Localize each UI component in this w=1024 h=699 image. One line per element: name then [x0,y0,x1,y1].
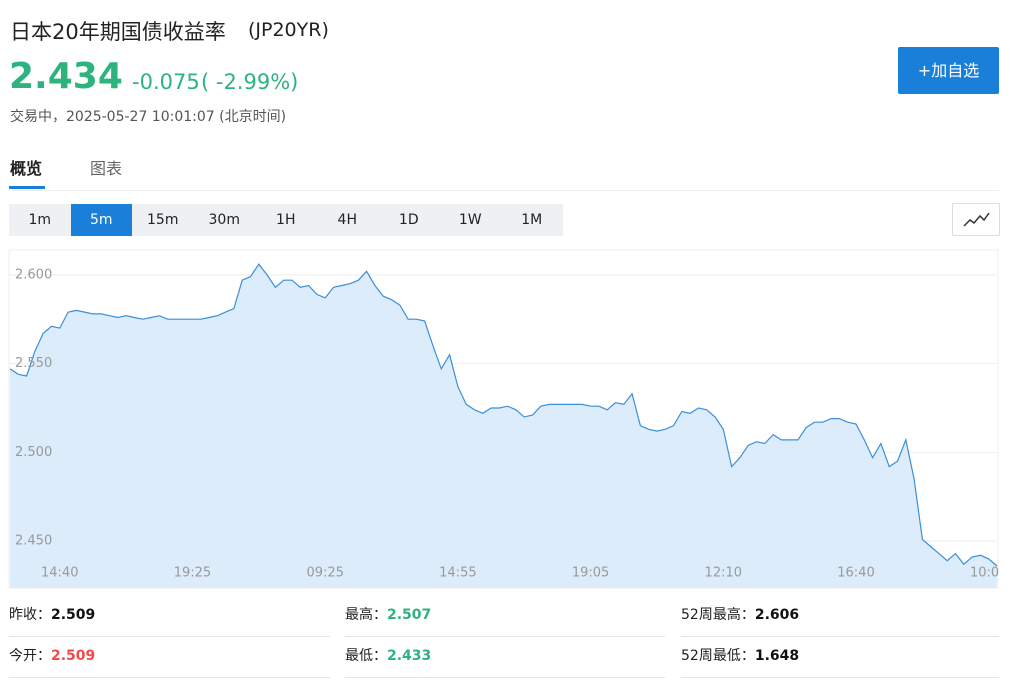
area [10,264,997,588]
stat-value: 1.648 [754,648,800,664]
stat-value: 2.606 [754,607,800,623]
stat-label: 昨收： [9,607,51,623]
y-tick-label: 2.600 [15,267,52,282]
stat-value: 2.507 [387,607,432,623]
stat-value: 2.433 [387,648,432,664]
title: 日本20年期国债收益率 [10,20,226,44]
stat-item: 最高：2.507 [345,596,665,637]
stat-item: 52周最高：2.606 [681,596,999,637]
change-pct: ( -2.99%) [201,70,299,94]
tab[interactable]: 概览 [10,159,43,178]
interval-button[interactable]: 1m [28,212,52,228]
add-watchlist-button[interactable]: +加自选 [898,47,999,94]
stat-label: 最高： [345,607,387,623]
interval-bar: 1m 5m 15m 30m 1H 4H 1D 1W 1M [9,204,563,236]
y-tick-label: 2.500 [15,445,52,460]
x-tick-label: 12:10 [705,566,742,581]
interval-button[interactable]: 15m [147,212,179,228]
y-tick-label: 2.550 [15,356,52,371]
interval-button[interactable]: 5m [70,204,132,236]
change: -0.075 [132,70,200,94]
x-tick-label: 10:00 [970,566,1000,581]
stat-value: 2.509 [51,607,96,623]
stat-value: 2.509 [51,648,96,664]
chart-icon [963,212,990,227]
divider [9,190,999,191]
x-tick-label: 09:25 [306,566,343,581]
stat-label: 今开： [9,648,51,664]
interval-button[interactable]: 1W [458,212,482,228]
stat-label: 52周最低： [681,648,755,664]
interval-button[interactable]: 1H [276,212,296,228]
x-tick-label: 14:40 [41,566,78,581]
x-tick-label: 16:40 [837,566,874,581]
symbol: (JP20YR) [248,19,329,41]
interval-button[interactable]: 1D [398,212,419,228]
x-tick-label: 14:55 [439,566,476,581]
x-tick-label: 19:25 [174,566,211,581]
stat-item: 昨收：2.509 [9,596,330,637]
x-tick-label: 19:05 [572,566,609,581]
stat-label: 52周最高： [681,607,755,623]
stat-label: 最低： [345,648,387,664]
line [9,263,998,567]
stat-item: 今开：2.509 [9,637,330,678]
chart: 2.450 2.500 2.550 2.600 14:40 19:25 09:25 14:55… [8,249,1000,589]
chart-type-button[interactable] [952,203,1000,236]
price: 2.434 [9,56,123,97]
status: 交易中，2025-05-27 10:01:07 (北京时间) [10,109,287,125]
interval-button[interactable]: 1M [521,212,543,228]
tab-indicator [9,186,45,189]
tab[interactable]: 图表 [90,159,123,178]
stat-item: 52周最低：1.648 [681,637,999,678]
interval-button[interactable]: 30m [208,212,240,228]
y-tick-label: 2.450 [15,534,52,549]
stat-item: 最低：2.433 [345,637,665,678]
interval-button[interactable]: 4H [337,212,357,228]
